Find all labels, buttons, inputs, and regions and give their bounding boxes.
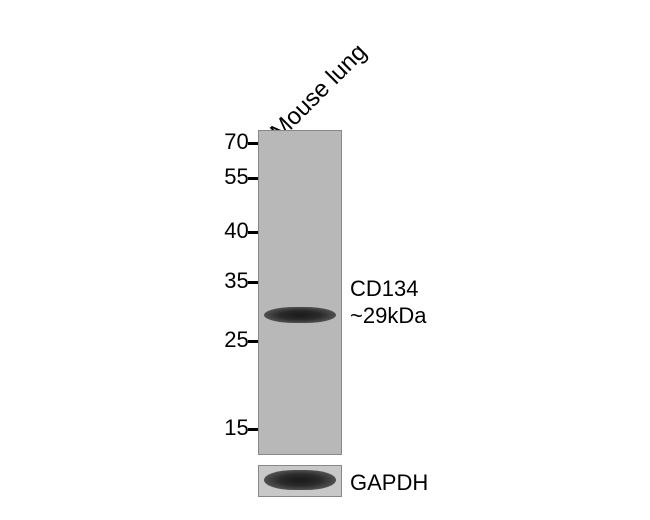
blot-figure: Mouse lung CD134 ~29kDa GAPDH 70-55-40-3… <box>0 0 650 520</box>
marker-label: 40- <box>224 218 256 244</box>
marker-label: 55- <box>224 164 256 190</box>
marker-label: 35- <box>224 268 256 294</box>
marker-label: 25- <box>224 327 256 353</box>
gapdh-label: GAPDH <box>350 470 428 496</box>
gapdh-band <box>264 470 336 490</box>
observed-mw-label: ~29kDa <box>350 303 426 329</box>
main-lane <box>258 130 342 455</box>
marker-label: 70- <box>224 129 256 155</box>
target-band <box>264 307 336 323</box>
protein-name-label: CD134 <box>350 276 418 302</box>
marker-label: 15- <box>224 415 256 441</box>
